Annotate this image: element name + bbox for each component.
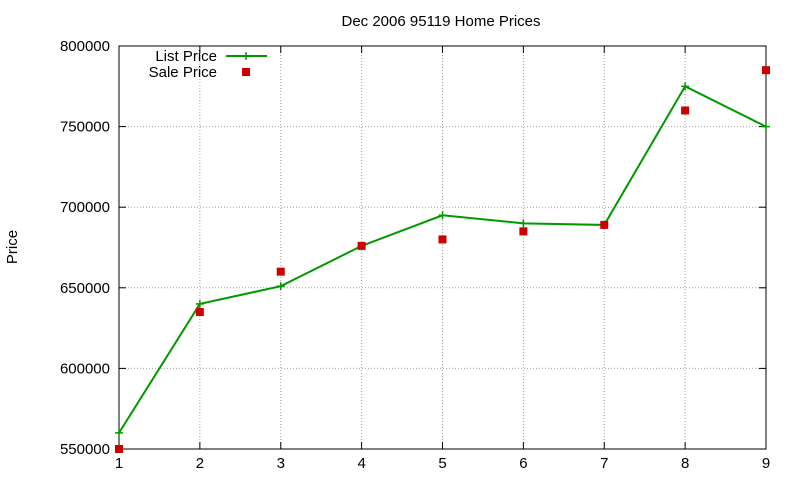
y-tick-label: 800000	[60, 38, 110, 55]
x-tick-label: 4	[357, 455, 365, 472]
grid	[119, 46, 766, 449]
y-tick-label: 750000	[60, 119, 110, 136]
x-tick-label: 6	[519, 455, 527, 472]
y-tick-label: 600000	[60, 360, 110, 377]
series-layer	[115, 66, 770, 453]
legend-marker-list-price	[242, 52, 250, 60]
sale-price-point	[519, 227, 528, 236]
x-tick-label: 9	[762, 455, 770, 472]
y-tick-label: 550000	[60, 441, 110, 458]
list-price-point	[115, 428, 123, 437]
chart-title: Dec 2006 95119 Home Prices	[342, 13, 541, 30]
legend-label-sale-price: Sale Price	[149, 64, 217, 81]
x-tick-label: 2	[196, 455, 204, 472]
list-price-point	[276, 282, 285, 291]
sale-price-point	[600, 220, 609, 229]
list-price-point	[681, 82, 690, 91]
sale-price-point	[438, 235, 447, 244]
list-price-point	[195, 299, 204, 308]
y-tick-label: 650000	[60, 280, 110, 297]
axis-ticks: 1 2 3 4 5 6 7 8 9 550000 600000 650000 700000 750000 8…	[60, 38, 770, 472]
x-tick-label: 5	[438, 455, 446, 472]
y-axis-label: Price	[4, 230, 21, 264]
legend-swatch-sale-price	[242, 68, 250, 76]
list-price-point	[519, 219, 528, 228]
sale-price-point	[357, 241, 366, 250]
list-price-point	[438, 211, 447, 220]
sale-price-point	[762, 66, 770, 75]
sale-price-point	[115, 445, 123, 453]
y-tick-label: 700000	[60, 199, 110, 216]
x-tick-label: 1	[115, 455, 123, 472]
sale-price-point	[195, 307, 204, 316]
x-tick-label: 8	[681, 455, 689, 472]
sale-price-point	[276, 267, 285, 276]
x-tick-label: 7	[600, 455, 608, 472]
sale-price-point	[681, 106, 690, 115]
x-tick-label: 3	[277, 455, 285, 472]
list-price-point	[762, 122, 770, 131]
legend-label-list-price: List Price	[155, 48, 217, 65]
